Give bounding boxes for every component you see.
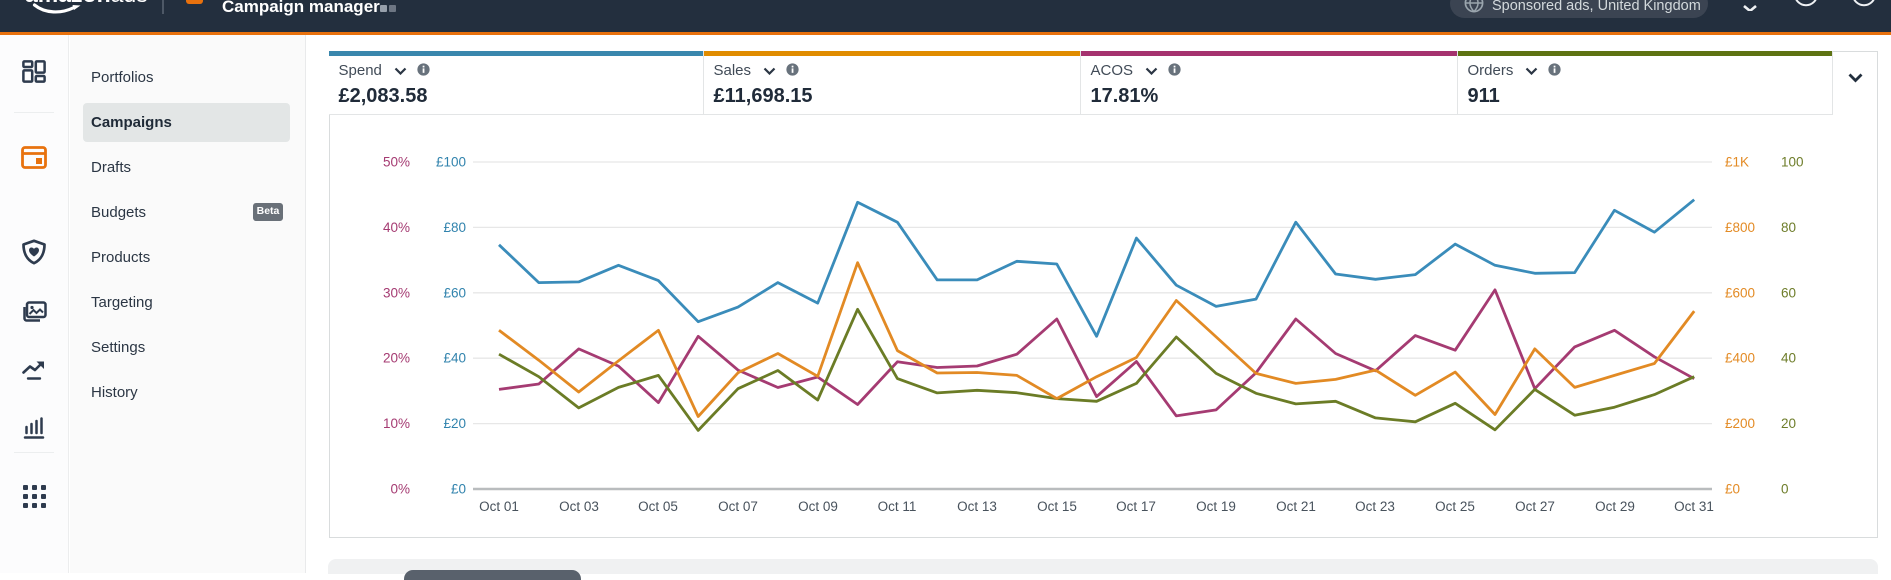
- svg-text:£200: £200: [1725, 416, 1755, 431]
- svg-text:10%: 10%: [383, 416, 410, 431]
- svg-text:20%: 20%: [383, 351, 410, 366]
- svg-text:Oct 09: Oct 09: [798, 499, 838, 514]
- svg-text:Oct 03: Oct 03: [559, 499, 599, 514]
- svg-text:£400: £400: [1725, 351, 1755, 366]
- svg-text:30%: 30%: [383, 285, 410, 300]
- svg-text:Oct 11: Oct 11: [878, 499, 917, 514]
- svg-text:Oct 21: Oct 21: [1276, 499, 1316, 514]
- svg-text:£800: £800: [1725, 220, 1755, 235]
- svg-text:20: 20: [1781, 416, 1796, 431]
- svg-text:Oct 01: Oct 01: [479, 499, 519, 514]
- svg-text:40: 40: [1781, 351, 1796, 366]
- svg-text:£0: £0: [451, 482, 466, 497]
- svg-text:Oct 31: Oct 31: [1674, 499, 1714, 514]
- svg-text:£0: £0: [1725, 482, 1740, 497]
- svg-text:Oct 17: Oct 17: [1116, 499, 1156, 514]
- svg-text:£60: £60: [443, 285, 466, 300]
- svg-text:Oct 25: Oct 25: [1435, 499, 1475, 514]
- svg-text:40%: 40%: [383, 220, 410, 235]
- svg-text:£20: £20: [443, 416, 466, 431]
- svg-text:£600: £600: [1725, 285, 1755, 300]
- svg-text:60: 60: [1781, 285, 1796, 300]
- svg-text:£100: £100: [436, 155, 466, 170]
- svg-text:0: 0: [1781, 482, 1789, 497]
- svg-text:Oct 29: Oct 29: [1595, 499, 1635, 514]
- svg-text:Oct 19: Oct 19: [1196, 499, 1236, 514]
- svg-text:Oct 15: Oct 15: [1037, 499, 1077, 514]
- svg-text:Oct 23: Oct 23: [1355, 499, 1395, 514]
- svg-text:Oct 13: Oct 13: [957, 499, 997, 514]
- svg-text:£80: £80: [443, 220, 466, 235]
- svg-text:100: 100: [1781, 155, 1804, 170]
- svg-text:80: 80: [1781, 220, 1796, 235]
- svg-text:0%: 0%: [390, 482, 410, 497]
- svg-text:Oct 27: Oct 27: [1515, 499, 1555, 514]
- svg-text:Oct 05: Oct 05: [638, 499, 678, 514]
- svg-text:50%: 50%: [383, 155, 410, 170]
- svg-text:£1K: £1K: [1725, 155, 1749, 170]
- svg-text:Oct 07: Oct 07: [718, 499, 758, 514]
- svg-text:£40: £40: [443, 351, 466, 366]
